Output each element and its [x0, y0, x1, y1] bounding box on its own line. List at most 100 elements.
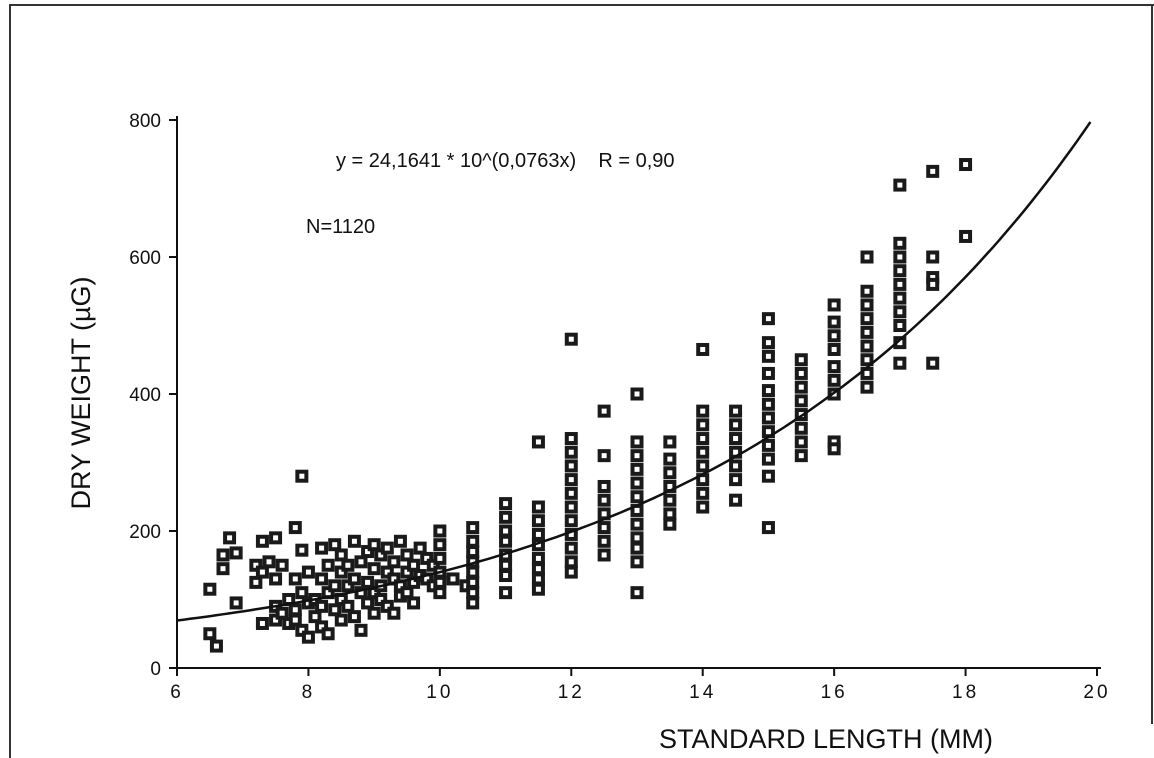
- data-point: [249, 575, 263, 589]
- data-point: [860, 325, 874, 339]
- frame-top: [9, 4, 1154, 6]
- data-point: [295, 586, 309, 600]
- frame-right: [1151, 4, 1153, 724]
- data-point: [466, 575, 480, 589]
- data-point: [341, 599, 355, 613]
- data-point: [367, 538, 381, 552]
- data-point: [761, 452, 775, 466]
- data-point: [794, 353, 808, 367]
- data-point: [926, 164, 940, 178]
- data-point: [696, 342, 710, 356]
- data-point: [354, 555, 368, 569]
- data-point: [729, 432, 743, 446]
- data-point: [531, 582, 545, 596]
- fit-curve: [176, 121, 1092, 622]
- data-point: [761, 438, 775, 452]
- data-point: [499, 586, 513, 600]
- data-point: [499, 524, 513, 538]
- data-point: [262, 555, 276, 569]
- data-point: [761, 397, 775, 411]
- data-point: [321, 627, 335, 641]
- data-point: [387, 555, 401, 569]
- data-point: [597, 404, 611, 418]
- data-point: [630, 555, 644, 569]
- data-point: [334, 613, 348, 627]
- data-point: [761, 521, 775, 535]
- data-point: [663, 435, 677, 449]
- data-point: [827, 342, 841, 356]
- data-point: [295, 543, 309, 557]
- data-point: [564, 541, 578, 555]
- data-point: [893, 356, 907, 370]
- x-tick-label: 10: [426, 682, 453, 703]
- data-point: [288, 613, 302, 627]
- data-point: [860, 298, 874, 312]
- data-point: [433, 586, 447, 600]
- data-point: [663, 517, 677, 531]
- data-point: [334, 548, 348, 562]
- data-point: [255, 616, 269, 630]
- data-point: [564, 459, 578, 473]
- x-tick-label: 6: [170, 682, 184, 703]
- data-point: [827, 373, 841, 387]
- data-point: [400, 586, 414, 600]
- x-tick-label: 14: [689, 682, 716, 703]
- data-point: [860, 380, 874, 394]
- data-point: [308, 610, 322, 624]
- data-point: [216, 548, 230, 562]
- data-point: [361, 596, 375, 610]
- data-point: [597, 449, 611, 463]
- data-point: [564, 486, 578, 500]
- data-point: [630, 531, 644, 545]
- data-point: [203, 582, 217, 596]
- data-point: [288, 521, 302, 535]
- data-point: [860, 284, 874, 298]
- data-point: [255, 565, 269, 579]
- data-point: [499, 569, 513, 583]
- data-point: [564, 565, 578, 579]
- data-point: [860, 353, 874, 367]
- data-point: [347, 572, 361, 586]
- data-point: [229, 596, 243, 610]
- y-tick-label: 600: [129, 248, 161, 269]
- data-point: [597, 493, 611, 507]
- frame-left: [9, 6, 11, 758]
- data-point: [959, 158, 973, 172]
- data-point: [597, 548, 611, 562]
- data-point: [959, 229, 973, 243]
- data-point: [630, 476, 644, 490]
- data-point: [630, 586, 644, 600]
- data-point: [893, 305, 907, 319]
- data-point: [295, 469, 309, 483]
- data-point: [827, 360, 841, 374]
- data-point: [893, 264, 907, 278]
- data-point: [663, 493, 677, 507]
- data-point: [729, 473, 743, 487]
- data-point: [269, 531, 283, 545]
- data-point: [347, 534, 361, 548]
- data-point: [531, 551, 545, 565]
- data-point: [893, 277, 907, 291]
- data-point: [564, 432, 578, 446]
- data-point: [499, 510, 513, 524]
- data-point: [630, 517, 644, 531]
- data-point: [531, 572, 545, 586]
- data-point: [433, 551, 447, 565]
- data-point: [794, 366, 808, 380]
- data-point: [229, 546, 243, 560]
- data-point: [288, 572, 302, 586]
- equation-annotation: y = 24,1641 * 10^(0,0763x) R = 0,90: [336, 150, 675, 172]
- y-tick-label: 800: [129, 111, 161, 132]
- data-point: [361, 575, 375, 589]
- data-point: [269, 572, 283, 586]
- data-point: [860, 312, 874, 326]
- data-point: [275, 606, 289, 620]
- data-point: [761, 366, 775, 380]
- data-point: [301, 565, 315, 579]
- data-point: [597, 534, 611, 548]
- data-point: [794, 380, 808, 394]
- data-point: [663, 452, 677, 466]
- data-point: [393, 534, 407, 548]
- data-point: [630, 435, 644, 449]
